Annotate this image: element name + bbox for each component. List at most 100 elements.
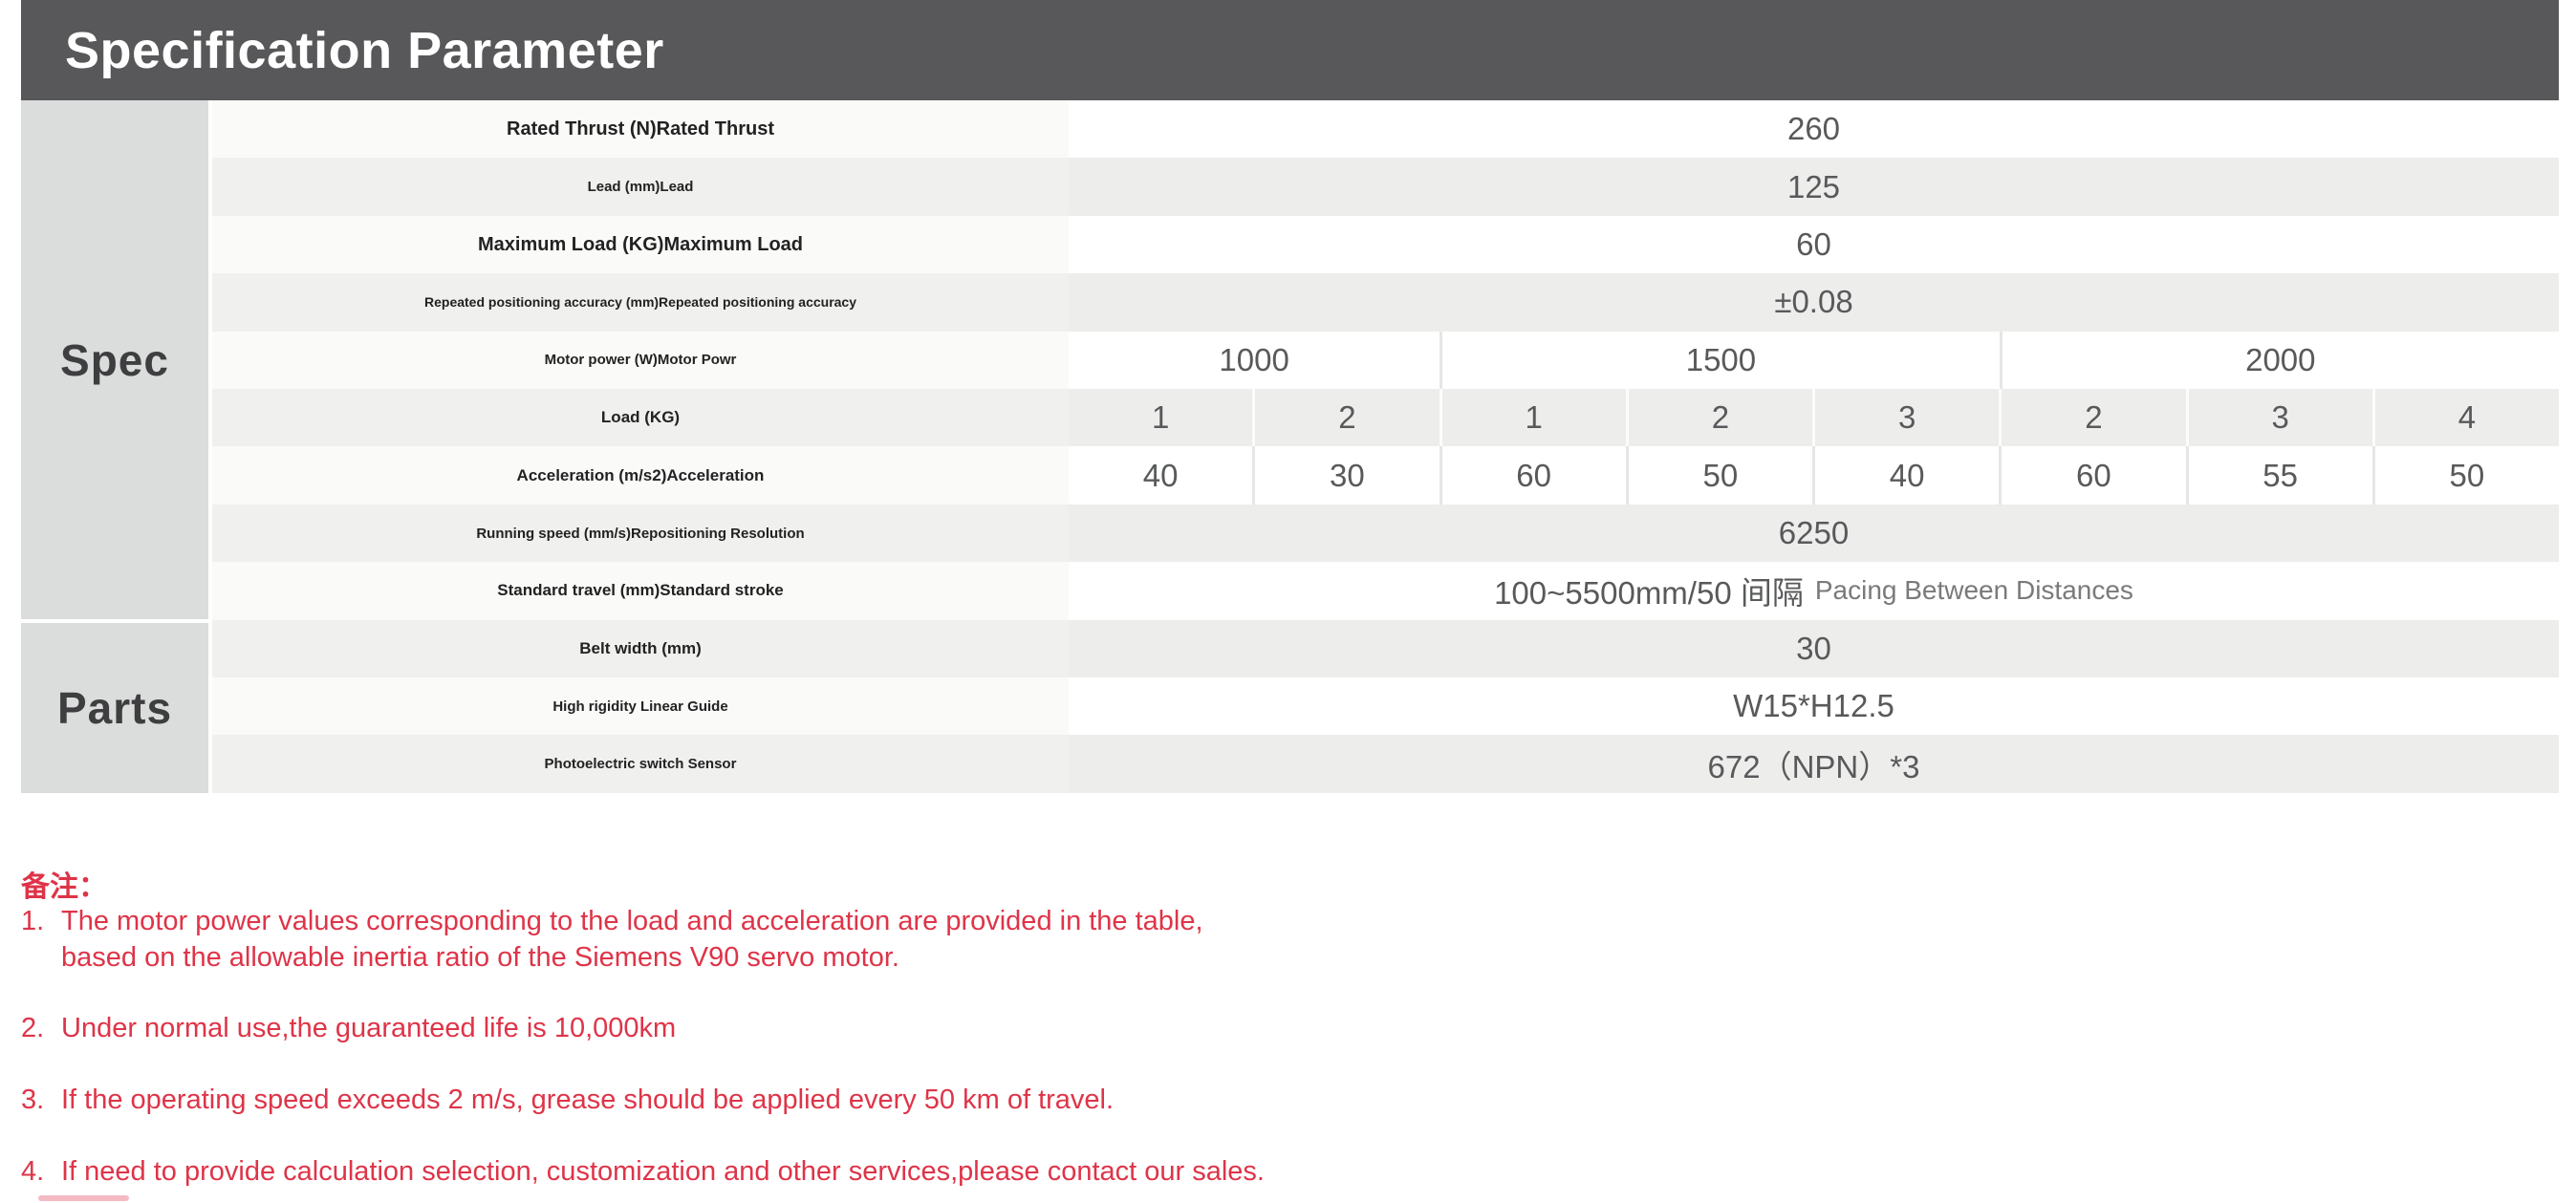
row-values: 6250 bbox=[1069, 504, 2559, 563]
note-number: 3. bbox=[21, 1085, 45, 1115]
note-item: 4. If need to provide calculation selecti… bbox=[21, 1153, 1265, 1190]
note-item: 3. If the operating speed exceeds 2 m/s, … bbox=[21, 1082, 1114, 1118]
row-label: Rated Thrust (N)Rated Thrust bbox=[212, 100, 1069, 159]
value-text: 55 bbox=[2262, 457, 2298, 493]
table-row: Acceleration (m/s2)Acceleration 40 30 60 50 4… bbox=[212, 446, 2559, 505]
row-values: 1000 1500 2000 bbox=[1069, 331, 2559, 390]
spec-table: Rated Thrust (N)Rated Thrust 260 Lead (mm)… bbox=[212, 100, 2559, 793]
table-row: Running speed (mm/s)Repositioning Resolu… bbox=[212, 504, 2559, 563]
table-row: Maximum Load (KG)Maximum Load 60 bbox=[212, 215, 2559, 274]
value-text: 60 bbox=[2076, 457, 2111, 493]
value-cell: 1000 bbox=[1069, 331, 1440, 390]
value-text: 260 bbox=[1786, 111, 1841, 147]
row-label: Load (KG) bbox=[212, 389, 1069, 447]
value-text: 40 bbox=[1889, 457, 1925, 493]
value-cell: 55 bbox=[2185, 446, 2372, 505]
value-cell: 2 bbox=[1625, 389, 1812, 447]
value-text: 2000 bbox=[2245, 341, 2316, 377]
value-cell: 3 bbox=[2185, 389, 2372, 447]
table-row: Standard travel (mm)Standard stroke 100~5… bbox=[212, 562, 2559, 620]
note-text: If need to provide calculation selection… bbox=[61, 1153, 1265, 1190]
value-text: 1 bbox=[1151, 399, 1170, 436]
table-row: High rigidity Linear Guide W15*H12.5 bbox=[212, 677, 2559, 736]
section-header: Specification Parameter bbox=[21, 0, 2559, 100]
row-values: 672（NPN）*3 bbox=[1069, 735, 2559, 793]
note-line: If the operating speed exceeds 2 m/s, gr… bbox=[61, 1085, 1115, 1115]
value-cell: 6250 bbox=[1069, 504, 2559, 563]
value-cell: W15*H12.5 bbox=[1069, 677, 2559, 736]
note-line: If need to provide calculation selection… bbox=[61, 1156, 1265, 1187]
value-cell: 60 bbox=[1069, 215, 2559, 274]
value-cell: 2000 bbox=[1999, 331, 2559, 390]
value-cell: 100~5500mm/50 间隔 Pacing Between Distances bbox=[1069, 562, 2559, 620]
value-cell: 1 bbox=[1439, 389, 1626, 447]
notes-title: 备注： bbox=[21, 871, 107, 903]
note-line: Under normal use,the guaranteed life is … bbox=[61, 1013, 677, 1043]
value-cell: 3 bbox=[1812, 389, 2000, 447]
value-text: 1 bbox=[1525, 399, 1543, 436]
row-values: 260 bbox=[1069, 100, 2559, 159]
row-label: Repeated positioning accuracy (mm)Repeat… bbox=[212, 273, 1069, 332]
value-text: 3 bbox=[2271, 399, 2289, 436]
value-text: 30 bbox=[1796, 630, 1831, 666]
row-values: ±0.08 bbox=[1069, 273, 2559, 332]
table-row: Motor power (W)Motor Powr 1000 1500 2000 bbox=[212, 331, 2559, 390]
row-label: Motor power (W)Motor Powr bbox=[212, 331, 1069, 390]
note-text: Under normal use,the guaranteed life is … bbox=[61, 1010, 676, 1046]
value-cell: 50 bbox=[2371, 446, 2559, 505]
value-cell: 1 bbox=[1069, 389, 1253, 447]
row-values: 100~5500mm/50 间隔 Pacing Between Distances bbox=[1069, 562, 2559, 620]
value-text: 6250 bbox=[1778, 515, 1850, 551]
row-label: Photoelectric switch Sensor bbox=[212, 735, 1069, 793]
page-title: Specification Parameter bbox=[65, 21, 664, 79]
row-label: Running speed (mm/s)Repositioning Resolu… bbox=[212, 504, 1069, 563]
table-row: Photoelectric switch Sensor 672（NPN）*3 bbox=[212, 735, 2559, 793]
value-cell: 60 bbox=[1999, 446, 2186, 505]
value-cell: 30 bbox=[1252, 446, 1440, 505]
value-cell: 40 bbox=[1069, 446, 1253, 505]
value-cell: ±0.08 bbox=[1069, 273, 2559, 332]
value-text: 2 bbox=[1711, 399, 1730, 436]
value-suffix-text: Pacing Between Distances bbox=[1814, 575, 2133, 606]
row-label: Acceleration (m/s2)Acceleration bbox=[212, 446, 1069, 505]
value-cell: 2 bbox=[1999, 389, 2186, 447]
value-cell: 2 bbox=[1252, 389, 1440, 447]
value-cell: 125 bbox=[1069, 158, 2559, 216]
table-row: Lead (mm)Lead 125 bbox=[212, 158, 2559, 216]
value-text: 672（NPN）*3 bbox=[1707, 748, 1920, 784]
note-item: 2. Under normal use,the guaranteed life i… bbox=[21, 1010, 676, 1046]
note-text: The motor power values corresponding to … bbox=[61, 903, 1203, 976]
sidebar-section-parts: Parts bbox=[21, 623, 208, 793]
note-number: 1. bbox=[21, 906, 45, 936]
value-text: ±0.08 bbox=[1774, 284, 1853, 320]
row-values: 30 bbox=[1069, 619, 2559, 678]
note-text: If the operating speed exceeds 2 m/s, gr… bbox=[61, 1082, 1114, 1118]
value-cell: 40 bbox=[1812, 446, 2000, 505]
note-number: 4. bbox=[21, 1156, 45, 1187]
row-values: 60 bbox=[1069, 215, 2559, 274]
value-text: 100~5500mm/50 间隔 bbox=[1494, 575, 1804, 612]
value-text: 2 bbox=[1338, 399, 1356, 436]
value-cell: 260 bbox=[1069, 100, 2559, 159]
row-values: 125 bbox=[1069, 158, 2559, 216]
row-label: Maximum Load (KG)Maximum Load bbox=[212, 215, 1069, 274]
row-label: Belt width (mm) bbox=[212, 619, 1069, 678]
row-values: 40 30 60 50 40 60 55 50 bbox=[1069, 446, 2559, 505]
clipped-text-fragment bbox=[38, 1195, 129, 1201]
value-text: W15*H12.5 bbox=[1733, 688, 1894, 724]
value-text: 60 bbox=[1796, 226, 1831, 263]
note-line: based on the allowable inertia ratio of … bbox=[61, 942, 899, 973]
value-text: 3 bbox=[1897, 399, 1916, 436]
row-values: W15*H12.5 bbox=[1069, 677, 2559, 736]
notes: 备注： 1. The motor power values correspondi… bbox=[21, 863, 2315, 1203]
value-cell: 50 bbox=[1625, 446, 1812, 505]
value-text: 30 bbox=[1330, 457, 1365, 493]
value-cell: 672（NPN）*3 bbox=[1069, 735, 2559, 793]
row-label: High rigidity Linear Guide bbox=[212, 677, 1069, 736]
row-values: 1 2 1 2 3 2 3 4 bbox=[1069, 389, 2559, 447]
sidebar-section-spec: Spec bbox=[21, 100, 208, 619]
value-cell: 60 bbox=[1439, 446, 1626, 505]
sidebar-spec-label: Spec bbox=[60, 334, 169, 385]
value-text: 40 bbox=[1142, 457, 1179, 493]
row-label: Standard travel (mm)Standard stroke bbox=[212, 562, 1069, 620]
